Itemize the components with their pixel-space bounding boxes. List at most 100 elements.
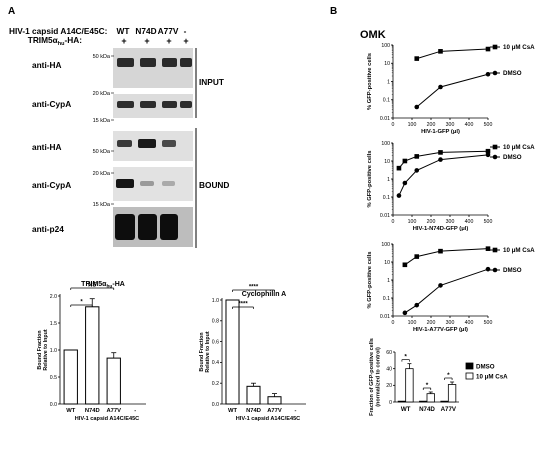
x-tick-label: 100 (408, 219, 417, 225)
y-axis-label: % GFP-positive cells (367, 251, 373, 308)
legend-label: DMSO (476, 364, 495, 371)
x-tick-label: 200 (427, 219, 436, 225)
bar (106, 357, 121, 405)
y-tick-label: 0.01 (380, 116, 390, 122)
trim-mark-2: + (144, 36, 149, 46)
significance-marker: **** (249, 285, 259, 291)
y-tick-label: 1 (387, 177, 390, 183)
y-tick-label: 1 (387, 79, 390, 85)
y-tick-label: 10 (384, 260, 390, 266)
lane-label-a77v: A77V (158, 26, 179, 36)
blot-band (160, 214, 178, 240)
input-bracket-label: INPUT (199, 77, 224, 87)
x-tick-label: 200 (427, 320, 436, 326)
legend-label: 10 μM CsA (503, 247, 535, 254)
bar (397, 400, 407, 403)
blot-band (117, 140, 132, 147)
series-line (404, 248, 489, 266)
data-point-circle (438, 84, 443, 90)
legend-label: DMSO (503, 267, 522, 274)
series-line (416, 48, 489, 60)
y-tick-label: 0.1 (383, 195, 390, 201)
chart-title-main: TRIM5α (81, 281, 107, 288)
data-point-square (414, 56, 420, 61)
x-tick-label: 300 (446, 320, 455, 326)
x-tick-label: N74D (246, 408, 261, 414)
mw-marker-input-20: 20 kDa (93, 91, 111, 97)
bar (405, 368, 414, 403)
data-point-square (402, 158, 408, 164)
y-tick-label: 100 (381, 242, 390, 248)
blot-band (140, 181, 154, 186)
data-point-square (438, 49, 443, 54)
data-point-square (438, 150, 443, 155)
legend-label: DMSO (503, 154, 522, 161)
blot-band (117, 58, 134, 67)
x-tick-label: - (295, 408, 297, 414)
data-point-circle (402, 180, 408, 186)
x-tick-label: - (134, 408, 136, 414)
data-point-square (402, 262, 408, 268)
series-line (404, 268, 489, 314)
y-tick-label: 0.6 (212, 339, 219, 345)
data-point-circle (414, 168, 420, 173)
chart-title: Cyclophilin A (242, 291, 286, 298)
significance-marker: * (447, 372, 450, 379)
data-point-circle (485, 266, 491, 272)
blot-band (138, 214, 157, 240)
data-point-square (485, 148, 491, 154)
blot-band (138, 139, 156, 148)
hiv1-a77v-gfp-titration-chart: 0.01 0.1 1 10 100 0 100 200 300 400 500 HIV-1-A77V-… (367, 242, 535, 333)
trim-mark-3: + (166, 36, 171, 46)
blot-band (116, 179, 134, 188)
x-tick-label: 500 (484, 122, 493, 128)
data-point-circle (402, 310, 408, 316)
y-tick-label: 0.01 (380, 314, 390, 320)
hiv1-gfp-titration-chart: 0.01 0.1 1 10 100 0 100 200 300 400 500 HIV-1-GFP (… (367, 43, 535, 135)
blot-bound-cypa (113, 167, 193, 201)
y-tick-label: 2.0 (50, 294, 57, 300)
legend-marker (492, 267, 498, 273)
data-point-circle (485, 71, 491, 77)
x-tick-label: WT (228, 408, 237, 414)
blot-band (162, 140, 176, 147)
blot-band (115, 214, 135, 240)
lane-label-n74d: N74D (135, 26, 156, 36)
x-tick-label: 0 (392, 320, 395, 326)
panel-a-label: A (8, 6, 15, 17)
legend-label: 10 μM CsA (503, 44, 535, 51)
y-tick-label: 1.0 (212, 298, 219, 304)
data-point-square (485, 246, 491, 251)
legend-swatch (465, 362, 474, 370)
bound-bracket-label: BOUND (199, 180, 229, 190)
mw-marker-bound-15: 15 kDa (93, 202, 111, 208)
x-tick-label: A77V (106, 408, 121, 414)
data-point-square (438, 248, 443, 254)
mw-marker-bound-50: 50 kDa (93, 149, 111, 155)
legend-swatch (465, 372, 474, 380)
trim-mark-1: + (121, 36, 126, 46)
data-point-circle (396, 193, 402, 198)
legend-label: DMSO (503, 70, 522, 77)
x-tick-label: N74D (419, 406, 435, 413)
x-axis-label: HIV-1 capsid A14C/E45C (75, 416, 139, 422)
y-tick-label: 20 (386, 383, 392, 389)
bar (225, 299, 240, 405)
blot-band (140, 101, 156, 108)
significance-marker: * (426, 382, 429, 389)
y-axis-label: Relative to Input (205, 331, 211, 372)
y-tick-label: 10 (384, 159, 390, 165)
data-point-square (485, 46, 491, 52)
blot-label-input-ha: anti-HA (32, 60, 62, 70)
x-tick-label: WT (66, 408, 75, 414)
bar (246, 385, 261, 405)
cell-line-title: OMK (360, 29, 386, 41)
trim-row-main: TRIM5α (28, 35, 59, 45)
y-tick-label: 40 (386, 366, 392, 372)
blot-label-bound-cypa: anti-CypA (32, 180, 71, 190)
y-tick-label: 0.1 (383, 296, 390, 302)
legend-marker (492, 144, 498, 150)
y-axis-label: Bound Fraction (37, 330, 43, 369)
capsid-row-label: HIV-1 capsid A14C/E45C: (9, 26, 107, 36)
blot-band (180, 101, 192, 108)
